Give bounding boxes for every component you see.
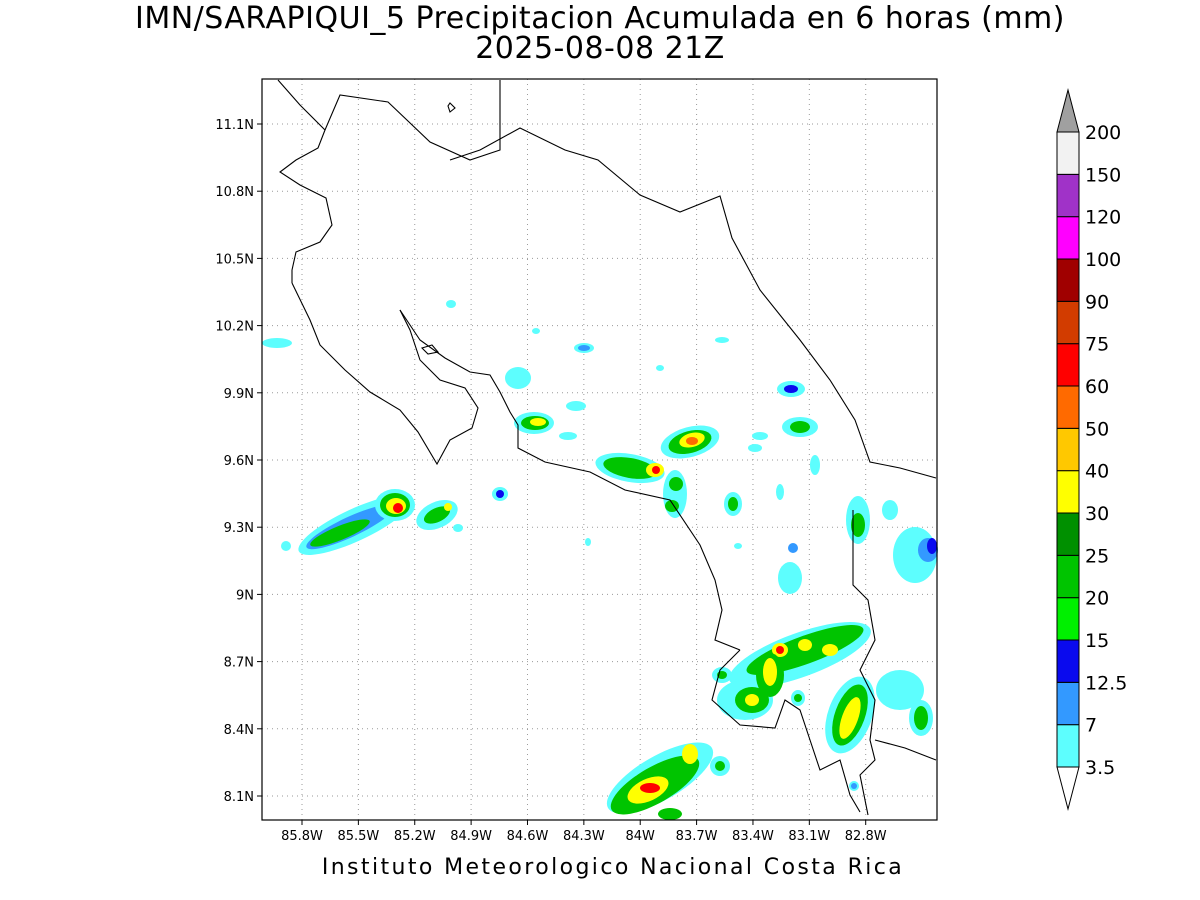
coastline: [277, 79, 937, 816]
colorbar-swatch: [1056, 512, 1080, 556]
map-plot-area: [261, 78, 938, 821]
colorbar-label: 20: [1085, 588, 1109, 610]
colorbar-bottom-arrow: [1056, 766, 1080, 811]
colorbar-label: 100: [1085, 249, 1121, 271]
nicoya-coast: [291, 282, 479, 466]
north-coast: [324, 80, 501, 161]
colorbar-swatch: [1056, 385, 1080, 429]
lon-tick-label: 85.8W: [281, 829, 323, 844]
lon-tick-label: 84W: [626, 829, 656, 844]
colorbar-label: 120: [1085, 207, 1121, 229]
lon-tick-label: 84.3W: [563, 829, 605, 844]
colorbar-swatch: [1056, 131, 1080, 175]
lat-tick-label: 9.3N: [224, 521, 254, 536]
plot-frame: [261, 78, 938, 821]
map-title: IMN/SARAPIQUI_5 Precipitacion Acumulada …: [135, 1, 1065, 36]
colorbar-swatch: [1056, 724, 1080, 768]
lon-tick-label: 83.1W: [788, 829, 830, 844]
lon-tick-label: 83.7W: [676, 829, 718, 844]
colorbar-swatch: [1056, 554, 1080, 599]
osa-coast: [711, 649, 861, 813]
lon-tick-label: 85.2W: [394, 829, 436, 844]
precipitation-field: [262, 300, 938, 820]
precip-cell: [262, 300, 729, 440]
colorbar-label: 15: [1085, 630, 1109, 652]
precip-cell: [752, 381, 820, 594]
precip-cell: [281, 487, 508, 551]
caribbean-coast: [449, 127, 937, 479]
colorbar-swatch: [1056, 173, 1080, 218]
colorbar-swatch: [1056, 639, 1080, 683]
colorbar-swatch: [1056, 597, 1080, 641]
colorbar-swatch: [1056, 258, 1080, 302]
panama-border: [852, 510, 876, 816]
colorbar-label: 50: [1085, 418, 1109, 440]
colorbar-label: 30: [1085, 503, 1109, 525]
colorbar-swatch: [1056, 216, 1080, 260]
lat-tick-label: 9.9N: [224, 387, 254, 402]
longitude-axis: 85.8W 85.5W 85.2W 84.9W 84.6W 84.3W 84W 83.7W 83…: [281, 820, 887, 844]
lon-tick-label: 84.9W: [450, 829, 492, 844]
colorbar-top-arrow: [1056, 88, 1080, 133]
lat-tick-label: 9.6N: [224, 454, 254, 469]
lat-tick-label: 10.5N: [215, 252, 254, 267]
lat-tick-label: 10.8N: [215, 185, 254, 200]
colorbar-label: 75: [1085, 334, 1109, 356]
precip-cell: [514, 412, 554, 434]
lon-tick-label: 85.5W: [337, 829, 379, 844]
lon-tick-label: 82.8W: [845, 829, 887, 844]
precip-cell: [606, 742, 730, 820]
colorbar-label: 90: [1085, 291, 1109, 313]
colorbar-swatch: [1056, 470, 1080, 514]
precip-cell: [298, 489, 415, 555]
lat-tick-label: 11.1N: [215, 118, 254, 133]
colorbar-label: 3.5: [1085, 757, 1115, 779]
lat-tick-label: 8.7N: [224, 656, 254, 671]
colorbar-label: 12.5: [1085, 672, 1127, 694]
colorbar-swatch: [1056, 427, 1080, 472]
colorbar-label: 150: [1085, 164, 1121, 186]
lake-island: [447, 102, 456, 113]
credit-footer: Instituto Meteorologico Nacional Costa R…: [321, 855, 905, 880]
colorbar-label: 40: [1085, 461, 1109, 483]
precip-cell: [712, 622, 871, 720]
nicoya-island: [420, 344, 440, 355]
precip-cell: [660, 425, 762, 459]
gulf-nicoya-coast: [399, 309, 741, 651]
colorbar-swatch: [1056, 343, 1080, 387]
precip-cell: [595, 452, 665, 484]
colorbar: 3.5 7 12.5 15 20 25 30 40 50 60 75 90 100 120 150 200: [1056, 88, 1127, 811]
lat-tick-label: 10.2N: [215, 320, 254, 335]
colorbar-label: 200: [1085, 122, 1121, 144]
lon-tick-label: 83.4W: [732, 829, 774, 844]
colorbar-swatch: [1056, 300, 1080, 345]
plot-background: [262, 79, 937, 820]
lat-tick-label: 8.4N: [224, 723, 254, 738]
precip-cell: [846, 496, 938, 583]
colorbar-label: 60: [1085, 376, 1109, 398]
precip-cell: [825, 670, 933, 791]
precip-cell: [585, 470, 742, 549]
lat-tick-label: 9N: [236, 588, 254, 603]
map-valid-time: 2025-08-08 21Z: [475, 31, 725, 66]
lon-tick-label: 84.6W: [507, 829, 549, 844]
pacific-south-coast: [874, 739, 937, 761]
colorbar-swatch: [1056, 681, 1080, 726]
colorbar-label: 7: [1085, 715, 1097, 737]
lat-tick-label: 8.1N: [224, 790, 254, 805]
latitude-axis: 11.1N 10.8N 10.5N 10.2N 9.9N 9.6N 9.3N 9N 8.7N 8.…: [215, 118, 262, 805]
colorbar-label: 25: [1085, 545, 1109, 567]
